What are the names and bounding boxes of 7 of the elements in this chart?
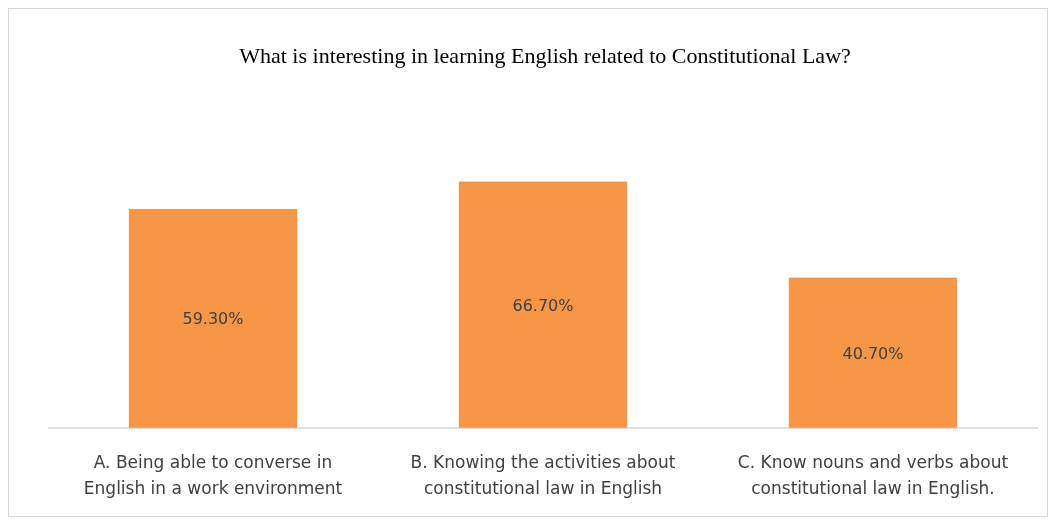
x-tick-label: C. Know nouns and verbs about constitutional law in English. — [737, 452, 1009, 498]
data-label: 66.70% — [512, 295, 574, 315]
x-tick-label: A. Being able to converse in English in a work environment — [83, 452, 343, 498]
x-tick-label: B. Knowing the activities about constitutional law in English — [410, 452, 676, 498]
data-label: 59.30% — [182, 309, 244, 329]
chart-title: What is interesting in learning English related to Constitutional Law? — [239, 43, 851, 68]
data-label: 40.70% — [842, 343, 904, 363]
